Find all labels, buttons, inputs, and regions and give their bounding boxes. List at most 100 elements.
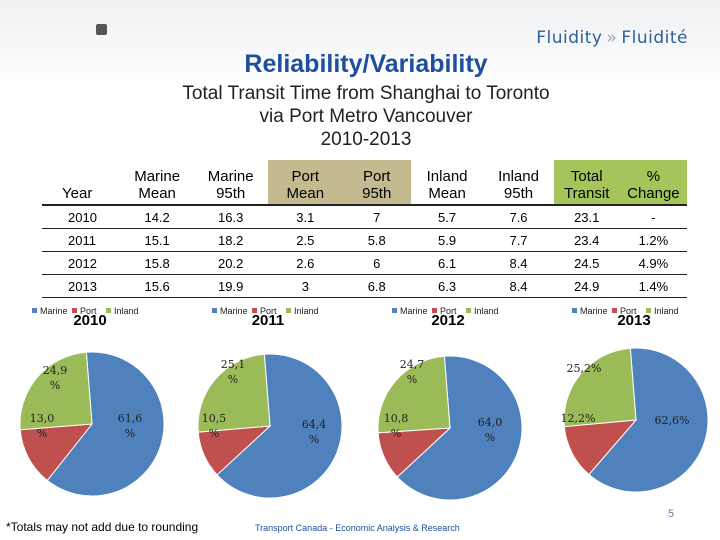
header-pct-change: % Change (619, 160, 687, 206)
table-cell: 14.2 (120, 205, 194, 229)
pie-year-title: 2013 (617, 312, 650, 329)
pie-label-marine: 64,4% (302, 418, 327, 446)
legend-swatch-port (432, 308, 437, 313)
pie-label-marine: 61,6% (118, 412, 143, 440)
pie-label-port: 10,8% (384, 412, 409, 440)
table-row: 2011 15.1 18.2 2.5 5.8 5.9 7.7 23.4 1.2% (42, 228, 687, 252)
slide-title: Reliability/Variability (244, 50, 488, 78)
table-cell: 20.2 (193, 251, 268, 275)
table-cell: - (619, 205, 687, 229)
pie-slice-marine (588, 347, 709, 493)
pie-svg: Marine Port Inland 2010 61,6 % 13,0 % 24,9% (19, 306, 165, 497)
pie-slice-port (19, 423, 94, 482)
table-cell: 8.4 (483, 274, 554, 298)
table-cell: 3 (268, 274, 343, 298)
table-cell: 18.2 (193, 228, 268, 252)
legend-swatch-inland (646, 308, 651, 313)
table-cell: 2012 (42, 251, 121, 275)
legend-label-inland: Inland (474, 306, 499, 316)
table-cell: 7.7 (483, 228, 554, 252)
table-cell: 24.9 (553, 274, 620, 298)
legend-label-inland: Inland (114, 306, 139, 316)
footnote: *Totals may not add due to rounding (6, 520, 199, 534)
source-credit: Transport Canada - Economic Analysis & R… (255, 523, 460, 533)
table-header-row: Year Marine Mean Marine 95th Port Mean Port… (42, 160, 687, 206)
header-port-95th: Port 95th (342, 160, 411, 206)
pie-label-inland: 25,1% (221, 358, 246, 386)
pie-slice-marine (216, 353, 343, 499)
legend-swatch-marine (572, 308, 577, 313)
bullet-square-icon (96, 24, 107, 35)
table-cell: 16.3 (193, 205, 268, 229)
table-cell: 19.9 (193, 274, 268, 298)
table-cell: 24.5 (553, 251, 620, 275)
legend-label-marine: Marine (40, 306, 68, 316)
table-row: 2013 15.6 19.9 3 6.8 6.3 8.4 24.9 1.4% (42, 274, 687, 298)
table-cell: 5.9 (410, 228, 484, 252)
header-marine-95th: Marine 95th (193, 160, 268, 206)
header-band (0, 0, 720, 82)
table-cell: 1.2% (619, 228, 687, 252)
page-number: 5 (668, 508, 675, 520)
table-cell: 23.4 (553, 228, 620, 252)
legend-label-port: Port (440, 306, 457, 316)
legend-label-port: Port (620, 306, 637, 316)
brand-logo: Fluidity» Fluidité (536, 28, 688, 48)
table-cell: 2.5 (268, 228, 343, 252)
pie-slice-inland (19, 351, 93, 431)
table-cell: 1.4% (619, 274, 687, 298)
pie-slice-inland (377, 355, 451, 434)
table-cell: 2010 (42, 205, 121, 229)
pie-svg: Marine Port Inland 2011 64,4 % 10,5 % 25,1% (197, 306, 343, 499)
pie-label-inland: 24,9% (43, 364, 68, 392)
table-row: 2010 14.2 16.3 3.1 7 5.7 7.6 23.1 - (42, 205, 687, 229)
table-cell: 6 (342, 251, 411, 275)
header-total-transit: Total Transit (553, 160, 620, 206)
pie-label-inland: 25,2% (567, 362, 602, 375)
table-cell: 5.8 (342, 228, 411, 252)
pie-label-marine: 64,0% (478, 416, 503, 444)
pie-svg: Marine Port Inland 2012 64,0 % 10,8 % 24,7% (377, 306, 523, 501)
legend-label-marine: Marine (400, 306, 428, 316)
legend-label-marine: Marine (220, 306, 248, 316)
table-cell: 2013 (42, 274, 121, 298)
pie-label-port: 10,5% (202, 412, 227, 440)
pie-slice-marine (46, 351, 165, 497)
legend-label-inland: Inland (294, 306, 319, 316)
table-cell: 2.6 (268, 251, 343, 275)
pie-chart-2010: Marine Port Inland 2010 61,6% 13,0% 24,9% (0, 296, 180, 526)
header-year: Year (42, 160, 121, 206)
table-cell: 6.1 (410, 251, 484, 275)
table-cell: 15.8 (120, 251, 194, 275)
legend-swatch-marine (212, 308, 217, 313)
legend-swatch-inland (466, 308, 471, 313)
pie-year-title: 2012 (431, 312, 464, 329)
legend-label-inland: Inland (654, 306, 679, 316)
pie-slice-inland (197, 353, 271, 433)
table-row: 2012 15.8 20.2 2.6 6 6.1 8.4 24.5 4.9% (42, 251, 687, 275)
table-cell: 8.4 (483, 251, 554, 275)
legend-swatch-port (612, 308, 617, 313)
pie-slice-marine (396, 355, 523, 501)
table-cell: 15.1 (120, 228, 194, 252)
table-cell: 5.7 (410, 205, 484, 229)
legend-swatch-port (72, 308, 77, 313)
legend-swatch-inland (106, 308, 111, 313)
legend-swatch-inland (286, 308, 291, 313)
table-cell: 3.1 (268, 205, 343, 229)
pie-year-title: 2010 (73, 312, 106, 329)
legend-label-port: Port (260, 306, 277, 316)
pie-label-port: 13,0% (30, 412, 55, 440)
table-cell: 7 (342, 205, 411, 229)
pie-chart-2011: Marine Port Inland 2011 64,4% 10,5% 25,1% (180, 296, 360, 526)
pie-year-title: 2011 (252, 312, 285, 329)
table-cell: 15.6 (120, 274, 194, 298)
table-cell: 4.9% (619, 251, 687, 275)
pie-label-marine: 62,6% (655, 414, 690, 427)
slide-subtitle: Total Transit Time from Shanghai to Toro… (182, 83, 550, 150)
legend-swatch-port (252, 308, 257, 313)
legend-label-marine: Marine (580, 306, 608, 316)
pie-label-port: 12,2% (561, 412, 596, 425)
header-inland-95th: Inland 95th (483, 160, 554, 206)
transit-time-table: Year Marine Mean Marine 95th Port Mean Port… (42, 160, 687, 298)
